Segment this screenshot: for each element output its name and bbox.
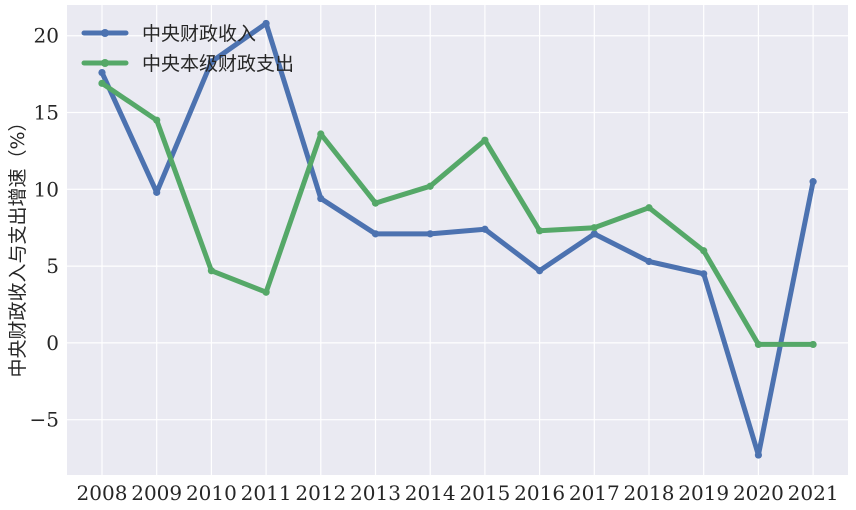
data-point	[754, 451, 763, 459]
legend-marker	[101, 59, 109, 67]
data-point	[590, 224, 598, 232]
data-point	[481, 225, 489, 233]
y-tick-label: −5	[30, 408, 59, 432]
y-tick-label: 15	[34, 101, 59, 125]
data-point	[317, 130, 325, 138]
data-point	[809, 178, 817, 186]
x-tick-label: 2021	[788, 481, 839, 505]
data-point	[153, 116, 161, 124]
grid	[67, 5, 848, 475]
data-point	[371, 199, 380, 207]
legend-label: 中央财政收入	[142, 23, 256, 45]
x-tick-label: 2012	[295, 481, 346, 505]
data-point	[426, 230, 434, 238]
data-point	[153, 188, 161, 196]
data-point	[207, 58, 215, 66]
plot-area	[67, 5, 848, 475]
data-point	[590, 230, 598, 238]
data-point	[317, 194, 325, 203]
data-point	[645, 204, 653, 212]
legend-item: 中央财政收入	[81, 23, 256, 45]
legend-item: 中央本级财政支出	[81, 53, 294, 75]
series-2	[98, 79, 817, 349]
y-tick-label: 10	[34, 177, 59, 201]
data-point	[645, 257, 653, 266]
data-point	[426, 182, 434, 190]
x-tick-label: 2015	[459, 481, 510, 505]
x-tick-label: 2020	[733, 481, 784, 505]
data-point	[262, 19, 270, 28]
x-tick-label: 2017	[569, 481, 620, 505]
x-tick-label: 2008	[77, 481, 128, 505]
y-tick-label: 20	[34, 24, 59, 48]
y-tick-label: 0	[46, 331, 59, 355]
series-1	[98, 19, 817, 459]
x-tick-label: 2009	[131, 481, 182, 505]
x-tick-label: 2014	[405, 481, 456, 505]
data-point	[481, 136, 489, 144]
data-point	[371, 230, 380, 238]
data-point	[207, 267, 215, 275]
y-axis: −5 0 5 10 15 20	[30, 24, 59, 432]
x-tick-label: 2016	[514, 481, 565, 505]
data-point	[536, 227, 544, 235]
data-point	[262, 288, 270, 296]
x-tick-label: 2018	[624, 481, 675, 505]
legend-marker	[101, 29, 109, 37]
y-tick-label: 5	[46, 254, 59, 278]
legend-label: 中央本级财政支出	[142, 53, 294, 75]
x-axis: 2008 2009 2010 2011 2012 2013 2014 2015 2016 2017…	[77, 481, 839, 505]
series-line	[99, 20, 816, 458]
data-point	[700, 247, 708, 255]
x-tick-label: 2010	[186, 481, 237, 505]
data-point	[536, 267, 544, 275]
series-line	[99, 80, 816, 347]
x-tick-label: 2013	[350, 481, 401, 505]
y-axis-label: 中央财政收入与支出增速（%）	[7, 112, 29, 377]
x-tick-label: 2019	[678, 481, 729, 505]
data-point	[98, 79, 106, 87]
series-layer	[98, 19, 817, 459]
data-point	[754, 340, 763, 349]
data-point	[809, 340, 817, 349]
data-point	[98, 68, 106, 77]
x-tick-label: 2011	[241, 481, 292, 505]
data-point	[700, 270, 708, 278]
